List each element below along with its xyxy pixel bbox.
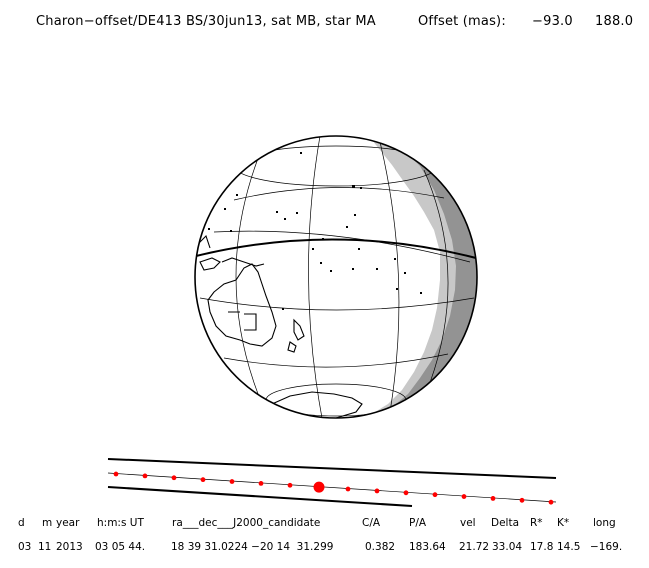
val-time: 03 05 44. [95, 541, 146, 553]
track-marker [287, 482, 293, 488]
shadow-south-limit [107, 486, 413, 507]
track-marker [200, 477, 206, 483]
hdr-r: R* [530, 517, 543, 529]
hdr-m: m [42, 517, 53, 529]
track-marker [461, 494, 467, 499]
track-marker [519, 497, 525, 503]
val-d: 03 [18, 541, 32, 553]
track-marker [229, 479, 235, 484]
hdr-ca: C/A [362, 517, 381, 529]
offset-label: Offset (mas): [418, 14, 506, 29]
val-m: 11 [38, 541, 52, 553]
islands [208, 152, 422, 310]
track-marker [548, 499, 554, 505]
track-markers [113, 471, 554, 505]
hdr-long: long [593, 517, 616, 529]
val-r: 17.8 [530, 541, 554, 553]
track-marker [490, 496, 496, 501]
hdr-k: K* [557, 517, 570, 529]
shadow-track [107, 458, 557, 507]
val-pa: 183.64 [409, 541, 446, 553]
track-marker [432, 492, 438, 498]
track-marker [345, 486, 351, 492]
track-marker [142, 473, 148, 479]
shadow-north-limit [107, 458, 557, 479]
val-vel: 21.72 [459, 541, 490, 553]
hdr-delta: Delta [491, 517, 520, 529]
offset-y-value: 188.0 [595, 14, 634, 29]
val-k: 14.5 [557, 541, 581, 553]
shadow-centerline [107, 472, 557, 503]
equator [195, 238, 477, 259]
night-zone [370, 136, 477, 418]
val-long: −169. [590, 541, 623, 553]
globe [194, 135, 478, 419]
hdr-d: d [18, 517, 25, 529]
val-delta: 33.04 [492, 541, 523, 553]
track-marker [258, 481, 264, 486]
track-marker [113, 471, 119, 477]
plot-title: Charon−offset/DE413 BS/30jun13, sat MB, … [36, 14, 376, 29]
hdr-radec: ra___dec___J2000_candidate [172, 517, 321, 529]
track-marker [171, 475, 177, 481]
val-year: 2013 [56, 541, 83, 553]
hdr-vel: vel [460, 517, 476, 529]
hdr-time: h:m:s UT [97, 517, 144, 529]
offset-x-value: −93.0 [532, 14, 573, 29]
val-radec: 18 39 31.0224 −20 14 31.299 [171, 541, 334, 553]
graticule [199, 136, 475, 418]
hdr-year: year [56, 517, 80, 529]
track-marker [374, 488, 380, 494]
track-marker [403, 490, 409, 496]
val-ca: 0.382 [365, 541, 396, 553]
hdr-pa: P/A [409, 517, 427, 529]
coastlines [197, 234, 363, 418]
track-marker-central [313, 481, 325, 493]
